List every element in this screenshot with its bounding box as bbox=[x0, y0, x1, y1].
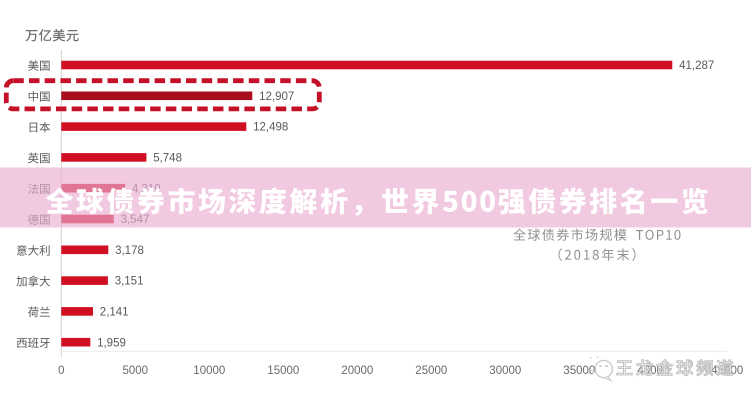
svg-text:0: 0 bbox=[58, 365, 64, 377]
svg-text:3,178: 3,178 bbox=[115, 245, 144, 257]
svg-text:12,907: 12,907 bbox=[259, 91, 294, 103]
svg-text:20000: 20000 bbox=[341, 365, 373, 377]
svg-text:15000: 15000 bbox=[267, 365, 299, 377]
svg-text:30000: 30000 bbox=[489, 365, 521, 377]
svg-text:3,151: 3,151 bbox=[115, 276, 144, 288]
svg-text:25000: 25000 bbox=[415, 365, 447, 377]
svg-text:5,748: 5,748 bbox=[153, 153, 182, 165]
svg-text:5000: 5000 bbox=[123, 365, 149, 377]
svg-text:41,287: 41,287 bbox=[679, 60, 714, 72]
svg-text:10000: 10000 bbox=[193, 365, 225, 377]
svg-text:35000: 35000 bbox=[563, 365, 595, 377]
svg-text:1,959: 1,959 bbox=[97, 337, 126, 349]
svg-text:12,498: 12,498 bbox=[253, 122, 288, 134]
svg-text:2,141: 2,141 bbox=[100, 307, 129, 319]
